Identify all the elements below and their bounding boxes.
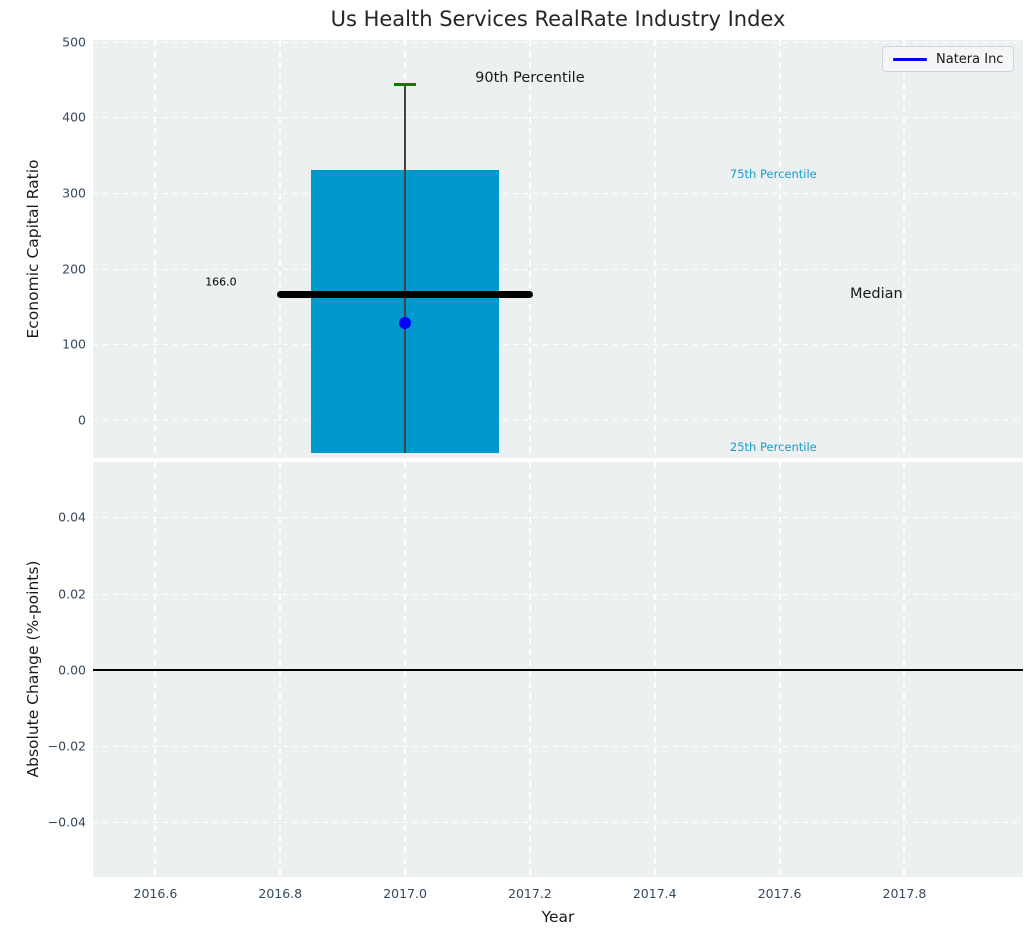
x-tick-label: 2017.0 bbox=[383, 886, 427, 901]
legend-line-sample-icon bbox=[893, 57, 927, 61]
y-tick-label: −0.04 bbox=[47, 814, 86, 830]
y-tick-label: 400 bbox=[62, 109, 86, 125]
x-tick-label: 2017.8 bbox=[882, 886, 927, 901]
y-tick-label: 0 bbox=[78, 412, 86, 428]
x-tick-label: 2016.8 bbox=[258, 886, 303, 901]
y-tick-label: 0.04 bbox=[58, 509, 86, 525]
y-axis-label-bottom: Absolute Change (%-points) bbox=[24, 560, 42, 778]
x-tick-label: 2016.6 bbox=[133, 886, 178, 901]
bottom-axes-plot-area bbox=[93, 462, 1023, 877]
legend-box: Natera Inc bbox=[882, 46, 1015, 72]
y-tick-label: 500 bbox=[62, 34, 86, 49]
x-tick-label: 2017.6 bbox=[757, 886, 802, 901]
y-tick-label: 100 bbox=[62, 336, 86, 352]
chart-title: Us Health Services RealRate Industry Ind… bbox=[330, 7, 786, 31]
x-tick-label: 2017.2 bbox=[508, 886, 552, 901]
top-axes-plot-area bbox=[93, 40, 1023, 458]
x-axis-label: Year bbox=[541, 908, 575, 926]
y-tick-label: 300 bbox=[62, 185, 86, 201]
y-tick-label: 0.00 bbox=[58, 662, 86, 678]
legend-series-label: Natera Inc bbox=[936, 51, 1004, 67]
y-axis-label-top: Economic Capital Ratio bbox=[24, 159, 42, 339]
x-tick-label: 2017.4 bbox=[632, 886, 677, 901]
y-tick-label: 200 bbox=[62, 261, 86, 277]
y-tick-label: 0.02 bbox=[58, 586, 86, 602]
y-tick-label: −0.02 bbox=[47, 738, 86, 754]
